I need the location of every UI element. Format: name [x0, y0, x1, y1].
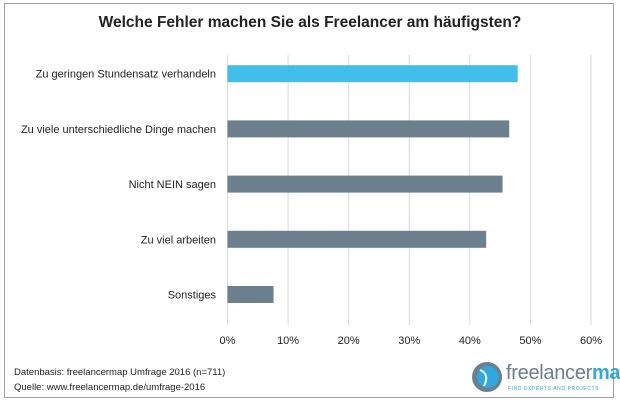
source-basis: Datenbasis: freelancermap Umfrage 2016 (…: [14, 367, 226, 378]
x-tick-label: 0%: [220, 335, 236, 347]
logo-globe-icon: [472, 362, 502, 392]
bar: [227, 286, 274, 303]
x-tick-label: 20%: [338, 335, 360, 347]
bar: [227, 175, 503, 193]
category-label: Zu viel arbeiten: [141, 234, 216, 246]
source-url: Quelle: www.freelancermap.de/umfrage-201…: [14, 382, 206, 393]
chart-title: Welche Fehler machen Sie als Freelancer …: [98, 14, 522, 31]
x-tick-label: 10%: [277, 335, 299, 347]
x-tick-label: 40%: [459, 335, 481, 347]
x-tick-label: 50%: [519, 335, 541, 347]
category-label: Zu geringen Stundensatz verhandeln: [36, 69, 216, 81]
chart-frame: [4, 3, 614, 398]
category-label: Nicht NEIN sagen: [129, 179, 216, 191]
bar: [227, 65, 518, 83]
bar: [227, 120, 510, 138]
category-label: Zu viele unterschiedliche Dinge machen: [21, 124, 216, 136]
x-tick-label: 60%: [580, 335, 602, 347]
bar: [227, 230, 487, 248]
x-tick-label: 30%: [398, 335, 420, 347]
category-label: Sonstiges: [168, 290, 217, 302]
freelancermap-logo: freelancermap FIND EXPERTS AND PROJECTS: [470, 360, 620, 396]
